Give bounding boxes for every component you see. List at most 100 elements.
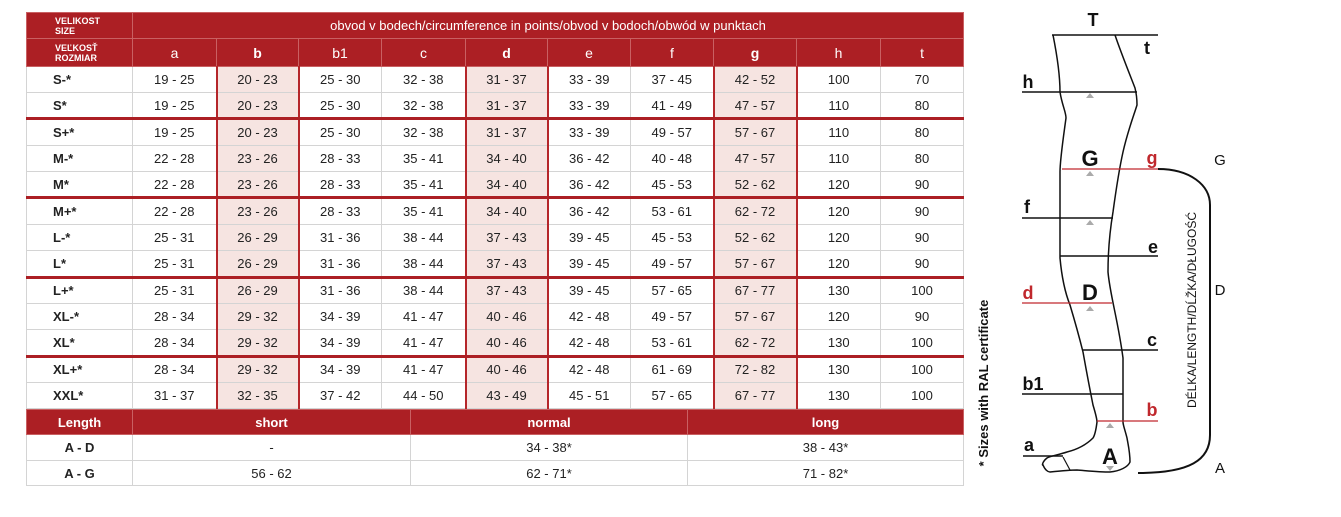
triangle-icon (1086, 306, 1094, 311)
value-cell-b: 20 - 23 (215, 91, 300, 121)
value-cell-b: 32 - 35 (215, 382, 300, 409)
value-cell-e: 42 - 48 (547, 328, 631, 358)
value-cell-b1: 25 - 30 (298, 66, 382, 93)
table-row: S-* 19 - 25 20 - 23 25 - 30 32 - 38 31 - 37 33… (26, 66, 965, 93)
value-cell-h: 130 (796, 382, 881, 409)
length-row: A - D -34 - 38* 38 - 43* (26, 434, 964, 461)
value-cell-t: 80 (879, 118, 965, 147)
value-cell-b: 29 - 32 (215, 328, 300, 358)
value-cell-g: 67 - 77 (712, 276, 798, 305)
value-cell-b1: 31 - 36 (298, 249, 382, 279)
length-header-cell: Length (26, 408, 133, 436)
value-cell-c: 38 - 44 (381, 276, 466, 305)
value-cell-h: 130 (796, 276, 881, 305)
value-cell-b1: 34 - 39 (298, 328, 382, 358)
header-row-title: VELIKOST SIZE obvod v bodech/circumferenc… (26, 12, 965, 39)
value-cell-t: 90 (879, 303, 965, 330)
value-cell-c: 41 - 47 (381, 355, 466, 384)
value-cell-b: 23 - 26 (215, 197, 300, 226)
value-cell-t: 80 (879, 91, 965, 121)
value-cell-f: 45 - 53 (630, 224, 714, 251)
table-row: L+* 25 - 31 26 - 29 31 - 36 38 - 44 37 - 43 39… (26, 276, 965, 305)
size-cell: XL+* (26, 355, 133, 384)
size-label-1: VELIKOST (55, 15, 101, 26)
triangle-icon (1086, 93, 1094, 98)
value-cell-d: 40 - 46 (464, 303, 549, 330)
header-row-columns: VEĽKOSŤ ROZMIAR a b b1 c d e f g h t (26, 38, 965, 67)
value-cell-t: 90 (879, 249, 965, 279)
value-cell-h: 120 (796, 170, 881, 200)
size-cell: XXL* (26, 382, 133, 409)
length-value-cell: 71 - 82* (687, 459, 964, 487)
value-cell-h: 130 (796, 355, 881, 384)
value-cell-g: 47 - 57 (712, 91, 798, 121)
length-value-cell: - (132, 434, 411, 461)
value-cell-t: 80 (879, 145, 965, 172)
value-cell-c: 32 - 38 (381, 91, 466, 121)
length-header-cell: long (687, 408, 964, 436)
length-row-label: A - G (26, 459, 133, 487)
table-row: M* 22 - 28 23 - 26 28 - 33 35 - 41 34 - 40 36 … (26, 170, 965, 200)
value-cell-g: 52 - 62 (712, 224, 798, 251)
triangle-icon (1106, 466, 1114, 471)
value-cell-e: 45 - 51 (547, 382, 631, 409)
value-cell-b1: 25 - 30 (298, 118, 382, 147)
value-cell-e: 36 - 42 (547, 145, 631, 172)
column-header-f: f (630, 38, 714, 67)
value-cell-a: 22 - 28 (132, 197, 217, 226)
label-b1: b1 (1022, 374, 1043, 394)
value-cell-e: 33 - 39 (547, 118, 631, 147)
column-header-t: t (879, 38, 965, 67)
label-f: f (1024, 197, 1031, 217)
value-cell-c: 38 - 44 (381, 249, 466, 279)
size-cell: L-* (26, 224, 133, 251)
value-cell-b: 23 - 26 (215, 145, 300, 172)
value-cell-t: 100 (879, 328, 965, 358)
value-cell-a: 22 - 28 (132, 170, 217, 200)
size-cell: S+* (26, 118, 133, 147)
value-cell-d: 31 - 37 (464, 118, 549, 147)
value-cell-g: 47 - 57 (712, 145, 798, 172)
bracket-label-D: D (1215, 282, 1226, 299)
size-label-2: SIZE (55, 25, 76, 36)
value-cell-d: 37 - 43 (464, 249, 549, 279)
size-cell: XL-* (26, 303, 133, 330)
value-cell-b: 20 - 23 (215, 118, 300, 147)
bracket-label-A: A (1215, 460, 1225, 477)
value-cell-b: 29 - 32 (215, 303, 300, 330)
value-cell-f: 57 - 65 (630, 276, 714, 305)
value-cell-e: 39 - 45 (547, 249, 631, 279)
label-G: G (1081, 146, 1098, 171)
length-value-cell: 62 - 71* (410, 459, 688, 487)
table-row: XL* 28 - 34 29 - 32 34 - 39 41 - 47 40 - 46 42… (26, 328, 965, 358)
value-cell-d: 34 - 40 (464, 145, 549, 172)
label-d: d (1023, 283, 1034, 303)
value-cell-a: 19 - 25 (132, 118, 217, 147)
length-header-row: Length short normal long (26, 408, 964, 436)
value-cell-a: 28 - 34 (132, 355, 217, 384)
bracket-label-G: G (1214, 152, 1226, 169)
value-cell-e: 36 - 42 (547, 170, 631, 200)
column-header-b: b (216, 38, 299, 67)
size-cell: M-* (26, 145, 133, 172)
value-cell-d: 40 - 46 (464, 328, 549, 358)
value-cell-g: 57 - 67 (712, 249, 798, 279)
value-cell-a: 28 - 34 (132, 303, 217, 330)
value-cell-a: 25 - 31 (132, 249, 217, 279)
value-cell-d: 34 - 40 (464, 170, 549, 200)
label-g: g (1147, 148, 1158, 168)
value-cell-g: 52 - 62 (712, 170, 798, 200)
table-row: XL+* 28 - 34 29 - 32 34 - 39 41 - 47 40 - 46 4… (26, 355, 965, 384)
value-cell-c: 35 - 41 (381, 197, 466, 226)
value-cell-h: 120 (796, 303, 881, 330)
column-header-c: c (381, 38, 466, 67)
value-cell-a: 22 - 28 (132, 145, 217, 172)
value-cell-h: 130 (796, 328, 881, 358)
value-cell-g: 57 - 67 (712, 118, 798, 147)
value-cell-t: 100 (879, 355, 965, 384)
size-cell: S-* (26, 66, 133, 93)
value-cell-h: 100 (796, 66, 881, 93)
table-row: S* 19 - 25 20 - 23 25 - 30 32 - 38 31 - 37 33 … (26, 91, 965, 121)
value-cell-h: 120 (796, 249, 881, 279)
value-cell-d: 37 - 43 (464, 224, 549, 251)
